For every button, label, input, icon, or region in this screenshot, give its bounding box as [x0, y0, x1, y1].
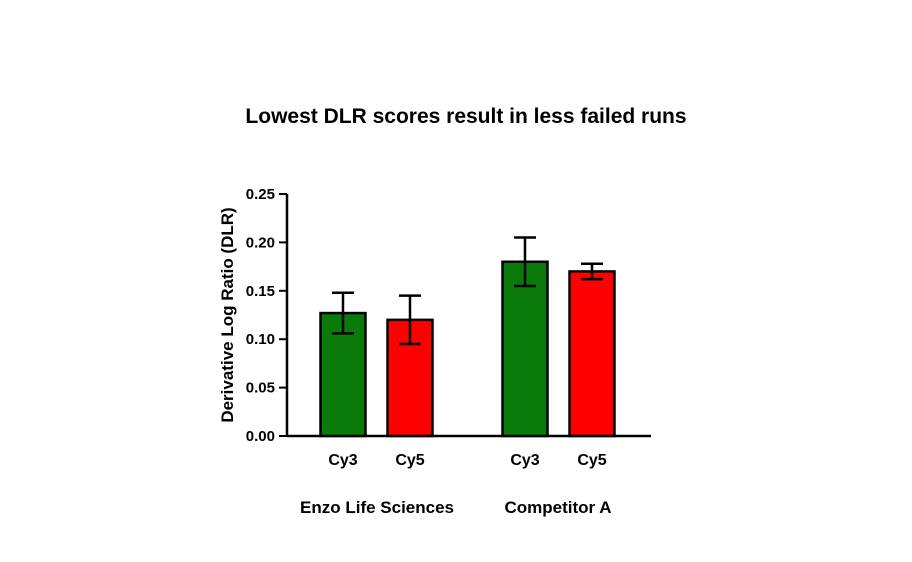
y-tick-label: 0.20	[246, 234, 275, 251]
y-tick-label: 0.00	[246, 428, 275, 445]
category-label: Cy3	[510, 452, 539, 469]
bar	[501, 260, 549, 438]
plot-area: 0.00 0.05 0.10 0.15 0.20 0.25 Cy3 Cy5 Enzo Life …	[246, 186, 651, 517]
bar	[568, 270, 616, 438]
group-label: Enzo Life Sciences	[300, 498, 454, 517]
y-tick-label: 0.15	[246, 283, 275, 300]
category-label: Cy3	[328, 452, 357, 469]
chart-title: Lowest DLR scores result in less failed …	[245, 105, 686, 128]
category-label: Cy5	[577, 452, 606, 469]
category-label: Cy5	[395, 452, 424, 469]
y-axis-label: Derivative Log Ratio (DLR)	[218, 207, 237, 422]
y-tick-label: 0.10	[246, 331, 275, 348]
group-label: Competitor A	[504, 498, 611, 517]
y-tick-label: 0.05	[246, 380, 275, 397]
y-tick-label: 0.25	[246, 186, 275, 203]
